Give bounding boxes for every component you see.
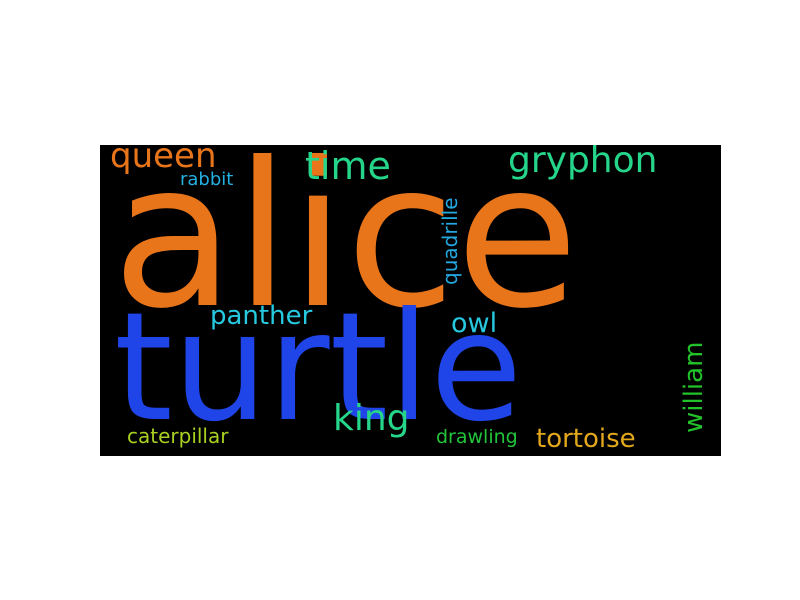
word-gryphon: gryphon <box>508 145 658 181</box>
word-tortoise: tortoise <box>536 424 636 454</box>
word-caterpillar: caterpillar <box>127 424 229 448</box>
word-drawling: drawling <box>436 426 518 448</box>
word-time: time <box>305 145 391 188</box>
word-owl: owl <box>451 308 498 339</box>
word-panther: panther <box>210 301 313 331</box>
word-cloud: alice turtle queen time gryphon rabbit q… <box>100 145 721 456</box>
word-alice: alice <box>112 145 579 353</box>
word-turtle: turtle <box>114 281 523 455</box>
word-king: king <box>333 398 410 439</box>
word-queen: queen <box>110 145 217 176</box>
word-william: william <box>679 341 709 433</box>
word-quadrille: quadrille <box>438 197 462 285</box>
word-rabbit: rabbit <box>180 169 234 190</box>
